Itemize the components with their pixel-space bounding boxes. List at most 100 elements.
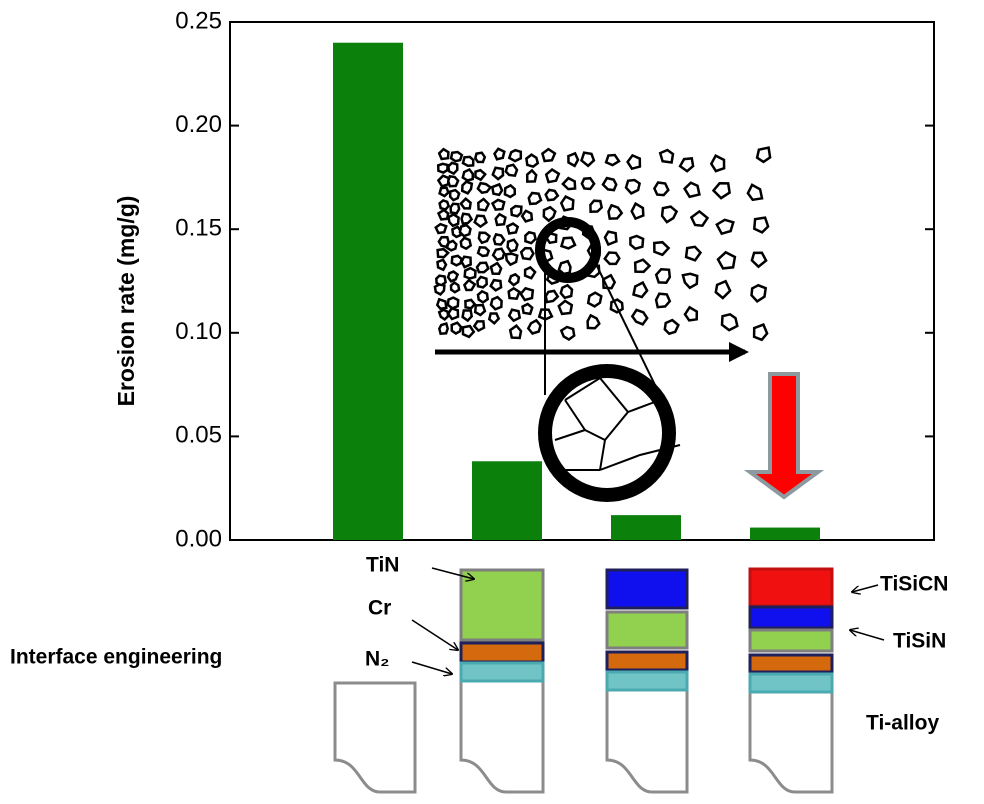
grain [525,232,535,243]
grain [634,283,648,298]
grain [609,205,622,218]
layer-tin [607,612,687,648]
grain [495,149,505,160]
grain [448,163,457,174]
layer-n2 [607,672,687,690]
grain [685,307,697,320]
grain [685,183,700,197]
grain [635,260,649,272]
grain [630,236,643,249]
y-tick-label: 0.10 [175,318,222,345]
grain [465,268,476,278]
grain [475,305,485,315]
grain [546,190,558,200]
grain [546,170,559,183]
label-n2: N₂ [365,648,390,671]
grain [437,299,446,308]
grain [509,274,519,285]
grain [440,188,449,197]
grain [509,310,520,321]
substrate [461,681,543,792]
grain [754,218,768,233]
grain [506,254,517,265]
grain [491,297,502,309]
grain [654,242,668,255]
layer-cr [750,655,832,672]
grain [542,149,555,161]
substrate [750,692,832,792]
grain [447,241,456,250]
grain [686,247,700,260]
grain [493,200,505,210]
grain [752,285,766,301]
label-ti-alloy: Ti-alloy [866,712,939,735]
bar [611,515,681,540]
grain [494,234,504,244]
grain [525,267,535,278]
grain [590,201,601,212]
grain [582,153,594,166]
grain [632,204,644,219]
grain [656,294,670,308]
grain [489,314,498,324]
label-interface: Interface engineering [10,646,222,669]
grain [711,156,724,171]
reduction-arrow [750,374,818,497]
grain [691,211,707,225]
grain [588,315,600,328]
bar [333,43,403,540]
grain [475,153,485,162]
grain [448,176,458,186]
layer-n2 [461,663,543,681]
grain [474,321,484,330]
grain [509,150,521,161]
grain [462,214,472,224]
grain [451,204,460,214]
grain [714,183,730,198]
y-tick-label: 0.20 [175,111,222,138]
grain [748,185,762,200]
grain [462,182,472,194]
layer-tisin [750,607,832,628]
grain [439,149,448,159]
grain [479,233,490,243]
grain [544,207,556,221]
grain [559,301,572,314]
bar [472,461,542,540]
chart: 0.000.050.100.150.200.25Erosion rate (mg… [0,0,984,804]
grain [460,225,471,236]
grain [448,298,458,309]
grain [463,326,474,337]
grain [522,211,532,222]
label-tisin: TiSiN [893,630,946,653]
grain [508,240,518,252]
layer-cr [607,652,687,670]
grain [717,220,734,234]
layer-tisin [607,570,687,608]
grain [464,280,474,290]
grain [493,168,503,179]
grain [680,158,693,171]
grain [461,238,471,249]
grain [660,150,673,163]
grain [511,206,521,216]
grain [662,207,677,223]
grain [496,214,506,225]
grain [461,199,471,209]
grain [439,210,449,219]
grain [439,310,448,320]
grain [440,200,449,209]
y-tick-label: 0.25 [175,7,222,34]
grain [449,215,459,226]
grain [605,253,620,264]
grain [492,184,502,195]
substrate [335,683,415,792]
grain [626,180,640,193]
y-tick-label: 0.00 [175,525,222,552]
grain [463,157,473,166]
coating-stacks [335,569,832,792]
grain [509,288,520,298]
grain [462,257,471,267]
grain [568,153,578,166]
grain [478,199,488,210]
